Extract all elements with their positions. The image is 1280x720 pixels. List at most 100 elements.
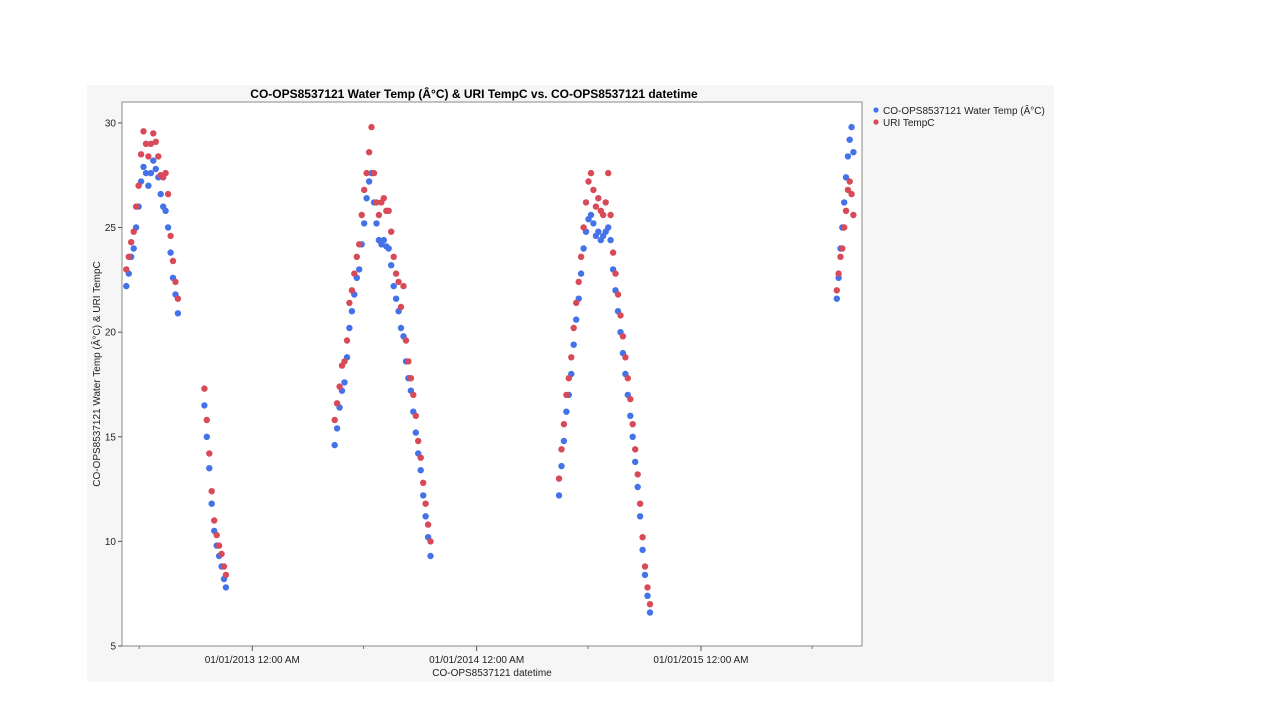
data-point: [600, 211, 607, 219]
data-point: [632, 446, 639, 453]
data-point: [331, 416, 338, 424]
data-point: [348, 308, 356, 315]
data-point: [839, 245, 846, 252]
data-point: [164, 190, 172, 198]
data-point: [602, 199, 609, 206]
data-point: [356, 266, 363, 273]
data-point: [123, 266, 130, 273]
data-point: [622, 354, 629, 361]
data-point: [142, 169, 150, 177]
data-point: [380, 195, 387, 202]
data-point: [558, 462, 565, 470]
data-point: [174, 310, 182, 317]
data-point: [644, 584, 651, 591]
legend-label-water-temp: CO-OPS8537121 Water Temp (Â°C): [883, 104, 1045, 117]
data-point: [580, 224, 587, 231]
data-point: [140, 128, 147, 135]
y-tick-label: 30: [105, 118, 117, 129]
data-point: [605, 224, 612, 231]
data-point: [211, 517, 218, 524]
data-point: [407, 375, 415, 382]
data-point: [174, 295, 182, 302]
data-point: [634, 471, 641, 478]
data-point: [846, 178, 853, 185]
data-point: [646, 609, 654, 616]
data-point: [203, 416, 210, 424]
data-point: [424, 521, 432, 528]
data-point: [155, 153, 162, 160]
data-point: [609, 249, 617, 256]
data-point: [353, 253, 360, 260]
data-point: [208, 488, 215, 495]
data-point: [846, 136, 853, 143]
data-point: [135, 182, 142, 189]
data-point: [348, 287, 356, 294]
data-point: [152, 138, 159, 145]
data-point: [587, 169, 595, 177]
data-point: [580, 245, 587, 252]
data-point: [206, 465, 213, 472]
legend: CO-OPS8537121 Water Temp (Â°C) URI TempC: [873, 104, 1045, 129]
data-point: [145, 182, 152, 189]
data-point: [605, 169, 612, 177]
y-tick-label: 20: [105, 328, 117, 339]
data-point: [850, 149, 857, 156]
data-point: [363, 195, 370, 202]
data-point: [215, 542, 223, 549]
data-point: [833, 287, 840, 294]
data-point: [361, 186, 368, 194]
data-point: [380, 236, 387, 244]
chart-panel: CO-OPS8537121 Water Temp (Â°C) & URI Tem…: [87, 85, 1054, 682]
data-point: [397, 303, 405, 311]
data-point: [150, 157, 157, 164]
data-point: [641, 563, 649, 570]
data-point: [560, 421, 568, 428]
data-point: [390, 282, 397, 290]
data-point: [331, 441, 338, 449]
data-point: [844, 186, 852, 194]
y-tick-label: 15: [105, 432, 117, 443]
plot-area: [121, 101, 863, 647]
data-point: [365, 178, 373, 185]
data-point: [427, 552, 434, 560]
data-point: [375, 211, 383, 219]
y-tick-label: 5: [110, 642, 116, 653]
data-point: [585, 178, 592, 185]
data-point: [837, 253, 844, 260]
data-point: [627, 395, 634, 403]
data-point: [833, 295, 840, 302]
data-point: [577, 270, 585, 277]
data-point: [130, 245, 137, 252]
data-point: [420, 492, 427, 499]
data-point: [629, 433, 636, 440]
data-point: [333, 400, 341, 407]
data-point: [560, 437, 568, 445]
data-point: [412, 429, 419, 436]
data-point: [614, 291, 622, 298]
data-point: [573, 299, 580, 307]
data-point: [128, 239, 135, 246]
data-point: [162, 169, 169, 177]
data-point: [405, 358, 412, 365]
y-tick-label: 10: [105, 537, 117, 548]
data-point: [639, 546, 646, 553]
data-point: [365, 149, 373, 156]
x-tick-label: 01/01/2015 12:00 AM: [653, 655, 748, 666]
data-point: [850, 211, 857, 219]
data-point: [130, 228, 137, 235]
data-point: [392, 295, 400, 302]
data-point: [582, 199, 590, 206]
data-point: [568, 354, 575, 361]
y-axis: 5 10 15 20 25 30: [105, 118, 122, 653]
data-point: [577, 253, 585, 260]
x-tick-label: 01/01/2013 12:00 AM: [205, 655, 300, 666]
data-point: [208, 500, 215, 507]
series-uri-tempc: [123, 123, 857, 608]
data-point: [361, 220, 368, 227]
data-point: [619, 333, 627, 340]
data-point: [169, 257, 177, 265]
data-point: [848, 190, 855, 198]
data-point: [222, 584, 230, 591]
data-point: [218, 550, 225, 558]
data-point: [417, 454, 424, 461]
